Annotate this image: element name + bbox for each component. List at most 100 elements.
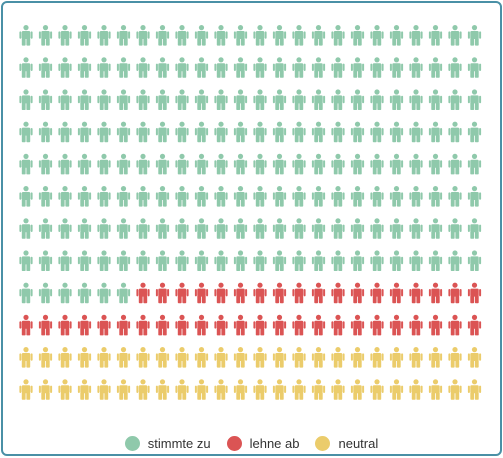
person-icon-181 [272, 250, 287, 271]
person-icon-203 [233, 282, 248, 304]
person-icon-87 [311, 121, 326, 143]
person-icon-13 [272, 25, 287, 46]
person-icon-76 [97, 121, 111, 143]
person-icon-229 [272, 314, 287, 336]
person-icon-15 [311, 25, 326, 46]
person-icon-256 [331, 347, 345, 368]
person-icon-259 [389, 347, 404, 368]
person-icon-9 [194, 25, 209, 46]
person-icon-116 [409, 153, 423, 175]
person-icon-145 [38, 218, 53, 239]
person-icon-153 [194, 218, 209, 239]
person-icon-210 [370, 282, 384, 304]
person-icon-162 [370, 218, 384, 239]
person-icon-10 [214, 25, 228, 46]
person-icon-70 [448, 89, 462, 110]
person-icon-99 [77, 153, 92, 175]
legend: stimmte zu lehne ab neutral [3, 430, 500, 456]
person-icon-245 [116, 347, 131, 368]
person-icon-195 [77, 282, 92, 304]
person-icon-170 [58, 250, 72, 271]
person-icon-231 [311, 314, 326, 336]
person-icon-227 [233, 314, 248, 336]
person-icon-226 [214, 314, 228, 336]
person-icon-283 [389, 379, 404, 400]
person-icon-101 [116, 153, 131, 175]
person-icon-221 [116, 314, 131, 336]
person-icon-48 [19, 89, 33, 110]
person-icon-4 [97, 25, 111, 46]
person-icon-33 [194, 57, 209, 78]
person-icon-107 [233, 153, 248, 175]
person-icon-117 [428, 153, 443, 175]
person-icon-185 [350, 250, 365, 271]
person-icon-173 [116, 250, 131, 271]
person-icon-204 [253, 282, 267, 304]
person-icon-55 [155, 89, 170, 110]
person-icon-242 [58, 347, 72, 368]
person-icon-233 [350, 314, 365, 336]
person-icon-125 [116, 186, 131, 207]
person-icon-102 [136, 153, 150, 175]
person-icon-164 [409, 218, 423, 239]
person-icon-169 [38, 250, 53, 271]
person-icon-168 [19, 250, 33, 271]
person-icon-103 [155, 153, 170, 175]
person-icon-205 [272, 282, 287, 304]
person-icon-137 [350, 186, 365, 207]
person-icon-163 [389, 218, 404, 239]
person-icon-29 [116, 57, 131, 78]
person-icon-252 [253, 347, 267, 368]
person-icon-143 [467, 186, 482, 207]
legend-item-1[interactable]: lehne ab [226, 435, 299, 451]
person-icon-88 [331, 121, 345, 143]
person-icon-212 [409, 282, 423, 304]
person-icon-23 [467, 25, 482, 46]
legend-item-2[interactable]: neutral [315, 435, 378, 451]
person-icon-281 [350, 379, 365, 400]
person-icon-239 [467, 314, 482, 336]
legend-item-0[interactable]: stimmte zu [124, 435, 211, 451]
person-icon-121 [38, 186, 53, 207]
person-icon-63 [311, 89, 326, 110]
person-icon-218 [58, 314, 72, 336]
person-icon-208 [331, 282, 345, 304]
person-icon-277 [272, 379, 287, 400]
person-icon-255 [311, 347, 326, 368]
person-icon-209 [350, 282, 365, 304]
person-icon-35 [233, 57, 248, 78]
person-icon-139 [389, 186, 404, 207]
person-icon-49 [38, 89, 53, 110]
person-icon-275 [233, 379, 248, 400]
person-icon-0 [19, 25, 33, 46]
person-icon-71 [467, 89, 482, 110]
person-icon-254 [292, 347, 306, 368]
person-icon-217 [38, 314, 53, 336]
person-icon-97 [38, 153, 53, 175]
person-icon-19 [389, 25, 404, 46]
person-icon-247 [155, 347, 170, 368]
person-icon-148 [97, 218, 111, 239]
person-icon-177 [194, 250, 209, 271]
person-icon-81 [194, 121, 209, 143]
person-icon-180 [253, 250, 267, 271]
person-icon-16 [331, 25, 345, 46]
person-icon-64 [331, 89, 345, 110]
person-icon-228 [253, 314, 267, 336]
person-icon-111 [311, 153, 326, 175]
person-icon-36 [253, 57, 267, 78]
person-icon-264 [19, 379, 33, 400]
person-icon-230 [292, 314, 306, 336]
person-icon-141 [428, 186, 443, 207]
person-icon-261 [428, 347, 443, 368]
person-icon-193 [38, 282, 53, 304]
person-icon-109 [272, 153, 287, 175]
person-icon-235 [389, 314, 404, 336]
person-icon-132 [253, 186, 267, 207]
person-icon-238 [448, 314, 462, 336]
person-icon-129 [194, 186, 209, 207]
person-icon-14 [292, 25, 306, 46]
person-icon-127 [155, 186, 170, 207]
person-icon-38 [292, 57, 306, 78]
person-icon-110 [292, 153, 306, 175]
